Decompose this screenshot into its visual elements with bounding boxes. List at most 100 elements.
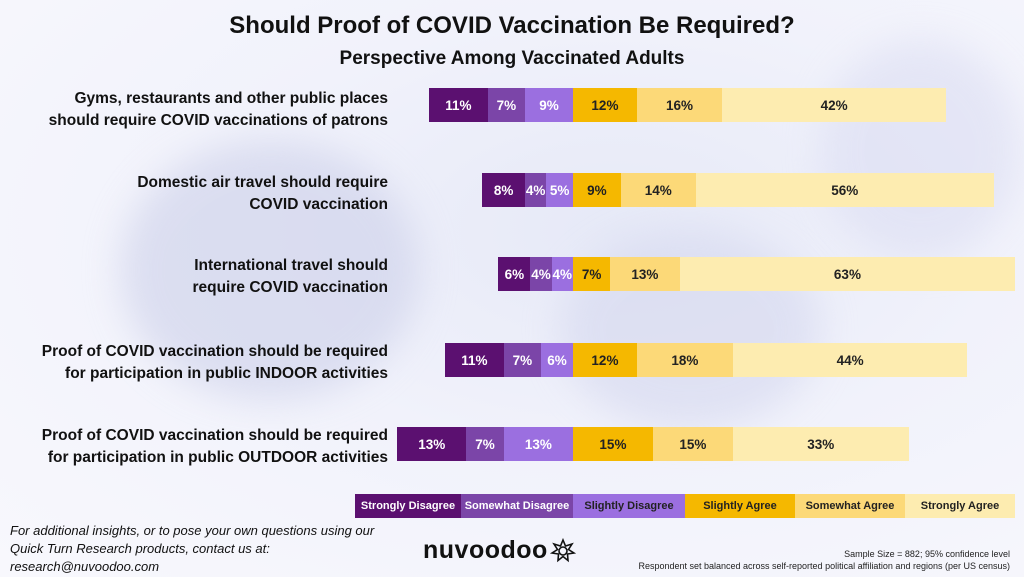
question-label-line: should require COVID vaccinations of pat… [48, 112, 388, 129]
bar-segment-slightly-agree: 12% [572, 88, 637, 122]
bar-segment-somewhat-agree: 15% [652, 427, 733, 461]
bar-segment-somewhat-disagree: 4% [530, 257, 552, 291]
data-label: 15% [679, 436, 707, 452]
data-label: 16% [666, 97, 694, 113]
data-label: 12% [591, 97, 619, 113]
data-label: 9% [539, 97, 559, 113]
question-label-line: COVID vaccination [249, 196, 388, 213]
question-label: Proof of COVID vaccination should be req… [0, 341, 388, 385]
bar-segment-slightly-agree: 9% [572, 173, 621, 207]
data-label: 6% [504, 266, 525, 282]
contact-line: Quick Turn Research products, contact us… [10, 541, 270, 556]
question-label-line: Domestic air travel should require [137, 174, 388, 191]
bar-segment-slightly-agree: 12% [572, 343, 637, 377]
bar-segment-somewhat-agree: 18% [636, 343, 733, 377]
background-decoration [820, 40, 1020, 260]
data-label: 44% [836, 352, 864, 368]
bar-segment-strongly-agree: 63% [679, 257, 1016, 291]
data-label: 8% [493, 182, 514, 198]
background-decoration [120, 140, 420, 400]
bar-segment-strongly-disagree: 11% [429, 88, 488, 122]
brand-logo: nuvoodoo [423, 536, 576, 565]
bar-segment-strongly-agree: 44% [732, 343, 968, 377]
data-label: 56% [831, 182, 859, 198]
bar-segment-slightly-disagree: 9% [525, 88, 573, 122]
stacked-bar: 6% 4% 4% 7% 13% 63% [498, 257, 1016, 291]
bar-segment-somewhat-agree: 13% [610, 257, 680, 291]
data-label: 11% [461, 352, 488, 368]
bar-segment-somewhat-disagree: 4% [525, 173, 547, 207]
question-label-line: International travel should [194, 257, 388, 274]
data-label: 15% [599, 436, 627, 452]
bar-segment-slightly-disagree: 4% [551, 257, 573, 291]
question-label: Proof of COVID vaccination should be req… [0, 425, 388, 469]
question-label-line: Proof of COVID vaccination should be req… [41, 343, 388, 360]
stacked-bar: 8% 4% 5% 9% 14% 56% [482, 173, 994, 207]
bar-segment-slightly-agree: 15% [572, 427, 653, 461]
question-label: International travel should require COVID… [0, 255, 388, 299]
question-label-line: for participation in public OUTDOOR acti… [47, 449, 388, 466]
data-label: 18% [671, 352, 699, 368]
question-label-line: Gyms, restaurants and other public place… [74, 90, 388, 107]
bar-segment-somewhat-agree: 14% [620, 173, 696, 207]
bar-segment-strongly-disagree: 11% [445, 343, 504, 377]
data-label: 7% [512, 352, 533, 368]
bar-segment-somewhat-disagree: 7% [487, 88, 525, 122]
data-label: 4% [531, 266, 551, 282]
bar-segment-slightly-disagree: 5% [546, 173, 573, 207]
data-label: 42% [820, 97, 848, 113]
question-label: Gyms, restaurants and other public place… [0, 88, 388, 132]
logo-text: nuvoodoo [423, 536, 548, 564]
bar-segment-strongly-disagree: 13% [397, 427, 467, 461]
bar-segment-strongly-agree: 33% [732, 427, 909, 461]
data-label: 4% [552, 266, 573, 282]
bar-segment-somewhat-disagree: 7% [503, 343, 541, 377]
data-label: 13% [524, 436, 552, 452]
methodology-notes: Sample Size = 882; 95% confidence level … [638, 548, 1010, 572]
bar-segment-strongly-agree: 42% [722, 88, 947, 122]
data-label: 7% [496, 97, 517, 113]
data-label: 13% [418, 436, 446, 452]
bar-segment-strongly-agree: 56% [695, 173, 994, 207]
legend: Strongly Disagree Somewhat Disagree Slight… [355, 494, 1015, 518]
legend-item-strongly-disagree: Strongly Disagree [355, 494, 461, 518]
legend-item-strongly-agree: Strongly Agree [905, 494, 1015, 518]
data-label: 14% [644, 182, 672, 198]
data-label: 33% [807, 436, 835, 452]
data-label: 11% [445, 97, 472, 113]
bar-segment-strongly-disagree: 8% [482, 173, 525, 207]
data-label: 12% [591, 352, 619, 368]
question-label-line: Proof of COVID vaccination should be req… [41, 427, 388, 444]
data-label: 9% [587, 182, 607, 198]
data-label: 6% [547, 352, 567, 368]
bar-segment-slightly-disagree: 13% [503, 427, 573, 461]
question-label-line: require COVID vaccination [192, 279, 388, 296]
legend-item-somewhat-disagree: Somewhat Disagree [461, 494, 573, 518]
data-label: 5% [549, 182, 570, 198]
legend-item-somewhat-agree: Somewhat Agree [795, 494, 905, 518]
chart-subtitle: Perspective Among Vaccinated Adults [339, 48, 685, 69]
data-label: 13% [631, 266, 659, 282]
bar-segment-somewhat-disagree: 7% [466, 427, 504, 461]
question-label-line: for participation in public INDOOR activ… [65, 365, 388, 382]
bar-segment-strongly-disagree: 6% [498, 257, 531, 291]
logo-icon [549, 537, 576, 562]
data-label: 7% [475, 436, 495, 452]
contact-line: For additional insights, or to pose your… [10, 523, 375, 538]
data-label: 63% [833, 266, 861, 282]
chart-title: Should Proof of COVID Vaccination Be Req… [229, 12, 795, 39]
stacked-bar: 11% 7% 6% 12% 18% 44% [445, 343, 968, 377]
balance-note: Respondent set balanced across self-repo… [638, 561, 1010, 571]
question-label: Domestic air travel should require COVID … [0, 172, 388, 216]
stacked-bar: 11% 7% 9% 12% 16% 42% [429, 88, 947, 122]
contact-email[interactable]: research@nuvoodoo.com [10, 559, 160, 574]
bar-segment-slightly-disagree: 6% [541, 343, 573, 377]
data-label: 7% [581, 266, 602, 282]
contact-note: For additional insights, or to pose your… [10, 522, 374, 576]
legend-item-slightly-agree: Slightly Agree [685, 494, 795, 518]
bar-segment-slightly-agree: 7% [572, 257, 611, 291]
bar-segment-somewhat-agree: 16% [636, 88, 723, 122]
sample-size-note: Sample Size = 882; 95% confidence level [844, 549, 1010, 559]
legend-item-slightly-disagree: Slightly Disagree [573, 494, 685, 518]
data-label: 4% [525, 182, 546, 198]
